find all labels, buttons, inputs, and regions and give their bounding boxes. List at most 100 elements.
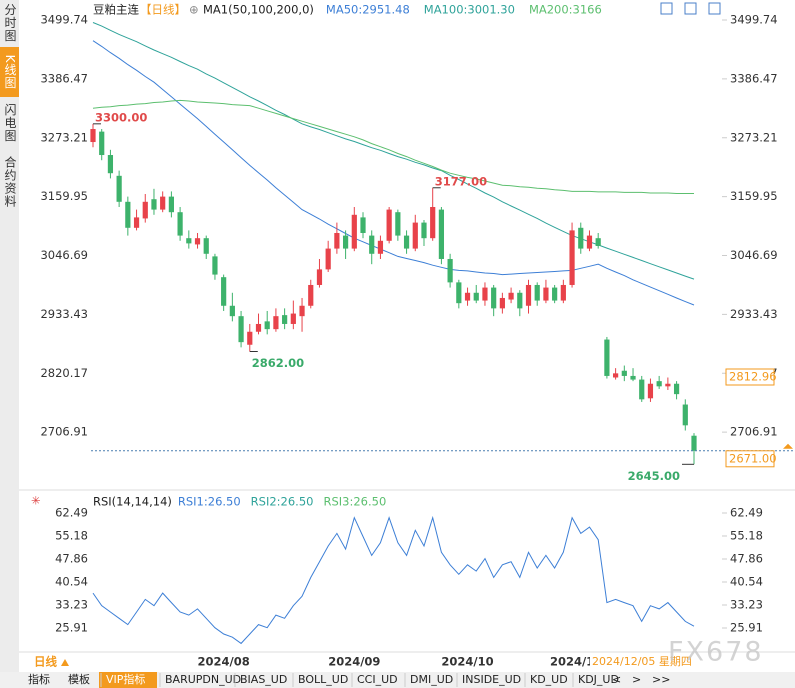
settings-icon[interactable]: ✳ bbox=[31, 494, 41, 508]
candle-body bbox=[604, 339, 610, 376]
candle-body bbox=[133, 217, 140, 228]
candle-body bbox=[517, 292, 523, 309]
toolbar-item[interactable]: KD_UD bbox=[530, 673, 568, 686]
sidebar bbox=[0, 0, 19, 688]
y-tick-label-right: 2933.43 bbox=[730, 307, 778, 321]
legend-item: MA100:3001.30 bbox=[424, 3, 515, 17]
x-tick-label: 2024/09 bbox=[328, 655, 380, 669]
candle-body bbox=[247, 331, 253, 345]
y-tick-label: 3159.95 bbox=[40, 189, 88, 203]
rsi-line bbox=[92, 515, 695, 645]
candle-body bbox=[412, 222, 418, 249]
symbol: 豆粕主连 bbox=[93, 3, 139, 17]
candle-body bbox=[613, 373, 619, 378]
candle-body bbox=[595, 238, 601, 246]
price-tag-label: 2671.00 bbox=[729, 451, 777, 465]
sidebar-tab[interactable]: 合约资料 bbox=[3, 155, 17, 208]
candle-body bbox=[586, 235, 593, 249]
y-tick-label: 3273.21 bbox=[40, 130, 88, 144]
toolbar-item[interactable]: VIP指标 bbox=[106, 672, 145, 686]
sidebar-tab[interactable]: 分时图 bbox=[3, 3, 17, 42]
candle-body bbox=[673, 383, 680, 395]
y-tick-label: 2933.43 bbox=[40, 307, 88, 321]
candle-body bbox=[534, 284, 540, 301]
toolbar-item[interactable]: 模板 bbox=[68, 672, 90, 686]
candle-body bbox=[403, 235, 410, 249]
watermark: FX678 bbox=[668, 637, 764, 668]
rsi-legend: RSI3:26.50 bbox=[323, 495, 386, 509]
rsi-title: RSI(14,14,14) bbox=[93, 495, 172, 509]
toolbar-item[interactable]: INSIDE_UD bbox=[462, 673, 521, 686]
candle-body bbox=[464, 292, 471, 301]
price-tag-label: 2812.96 bbox=[729, 370, 777, 384]
legend-item: MA200:3166 bbox=[529, 3, 602, 17]
rsi-tick-label: 25.91 bbox=[55, 621, 88, 635]
price-tag bbox=[725, 450, 775, 468]
candle-body bbox=[395, 212, 401, 236]
candle-body bbox=[308, 284, 314, 306]
sidebar-tab[interactable]: 闪电图 bbox=[3, 103, 17, 142]
y-tick-label-right: 3386.47 bbox=[730, 71, 778, 85]
ma-line bbox=[92, 99, 694, 194]
toolbar-item[interactable]: DMI_UD bbox=[410, 673, 453, 686]
y-tick-label-right: 3046.69 bbox=[730, 248, 778, 262]
candle-body bbox=[325, 248, 331, 270]
candle-body bbox=[438, 209, 445, 259]
toolbar-item[interactable]: >> bbox=[652, 673, 670, 686]
toolbar-item[interactable]: CCI_UD bbox=[357, 673, 398, 686]
candle-body bbox=[212, 256, 218, 275]
sidebar-tab[interactable]: K线图 bbox=[3, 55, 17, 90]
candle-body bbox=[543, 287, 549, 301]
ma-line bbox=[92, 22, 695, 280]
annotation-label: 2645.00 bbox=[628, 469, 680, 483]
candle-body bbox=[221, 277, 227, 306]
rsi-legend: RSI1:26.50 bbox=[178, 495, 241, 509]
candle-body bbox=[560, 284, 566, 301]
y-tick-label-right: 3159.95 bbox=[730, 189, 778, 203]
toolbar-item[interactable]: BARUPDN_UD bbox=[165, 673, 241, 686]
candle-body bbox=[569, 230, 575, 285]
rsi-tick-label: 40.54 bbox=[55, 575, 88, 589]
candle-body bbox=[160, 196, 166, 210]
rsi-legend: RSI2:26.50 bbox=[251, 495, 314, 509]
candle-body bbox=[177, 212, 183, 236]
x-tick-label: 2024/1 bbox=[550, 655, 594, 669]
candle-body bbox=[508, 292, 514, 300]
rsi-tick-label-right: 25.91 bbox=[730, 621, 763, 635]
legend-item: MA50:2951.48 bbox=[326, 3, 410, 17]
candle-body bbox=[386, 209, 392, 241]
period-caret[interactable] bbox=[61, 659, 69, 666]
price-marker bbox=[783, 443, 793, 449]
period-label[interactable]: 日线 bbox=[34, 655, 57, 669]
candle-body bbox=[630, 375, 636, 380]
toolbar-active bbox=[99, 672, 157, 688]
toolbar-item[interactable]: 指标 bbox=[28, 672, 50, 686]
ma-icon[interactable]: ⊕ bbox=[189, 3, 199, 17]
candle-body bbox=[647, 383, 654, 399]
toolbar-bg bbox=[0, 672, 795, 688]
rsi-tick-label-right: 40.54 bbox=[730, 575, 763, 589]
x-tick-label: 2024/10 bbox=[441, 655, 493, 669]
toolbar-item[interactable]: < bbox=[612, 673, 621, 686]
toolbar-item[interactable]: KDJ_UD bbox=[578, 673, 619, 686]
toolbar-item[interactable]: BIAS_UD bbox=[240, 673, 287, 686]
crosshair-date-bg bbox=[590, 654, 700, 670]
rsi-tick-label-right: 47.86 bbox=[730, 551, 763, 565]
candle-body bbox=[351, 214, 357, 249]
candle-body bbox=[621, 370, 627, 376]
candle-body bbox=[421, 222, 427, 239]
period: 【日线】 bbox=[140, 3, 186, 17]
candle-body bbox=[142, 201, 148, 219]
toolbar-item[interactable]: > bbox=[632, 673, 641, 686]
rsi-tick-label: 62.49 bbox=[55, 506, 88, 520]
y-tick-label: 3386.47 bbox=[40, 71, 88, 85]
rsi-tick-label: 47.86 bbox=[55, 551, 88, 565]
y-tick-label-right: 3499.74 bbox=[730, 13, 778, 27]
ma-title: MA1(50,100,200,0) bbox=[203, 3, 314, 17]
y-tick-label: 3046.69 bbox=[40, 248, 88, 262]
crosshair-date: 2024/12/05 星期四 bbox=[592, 655, 692, 668]
candle-body bbox=[290, 313, 296, 324]
toolbar-item[interactable]: BOLL_UD bbox=[298, 673, 348, 686]
candle-body bbox=[168, 196, 174, 213]
y-tick-label: 2706.91 bbox=[40, 425, 88, 439]
